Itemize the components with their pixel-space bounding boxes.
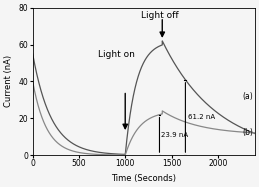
Text: (a): (a) (242, 92, 253, 101)
Y-axis label: Current (nA): Current (nA) (4, 55, 13, 108)
Text: Light on: Light on (98, 50, 134, 59)
X-axis label: Time (Seconds): Time (Seconds) (111, 174, 176, 183)
Text: (b): (b) (242, 128, 253, 137)
Text: 61.2 nA: 61.2 nA (188, 114, 215, 120)
Text: Light off: Light off (141, 11, 178, 20)
Text: 23.9 nA: 23.9 nA (161, 132, 189, 138)
